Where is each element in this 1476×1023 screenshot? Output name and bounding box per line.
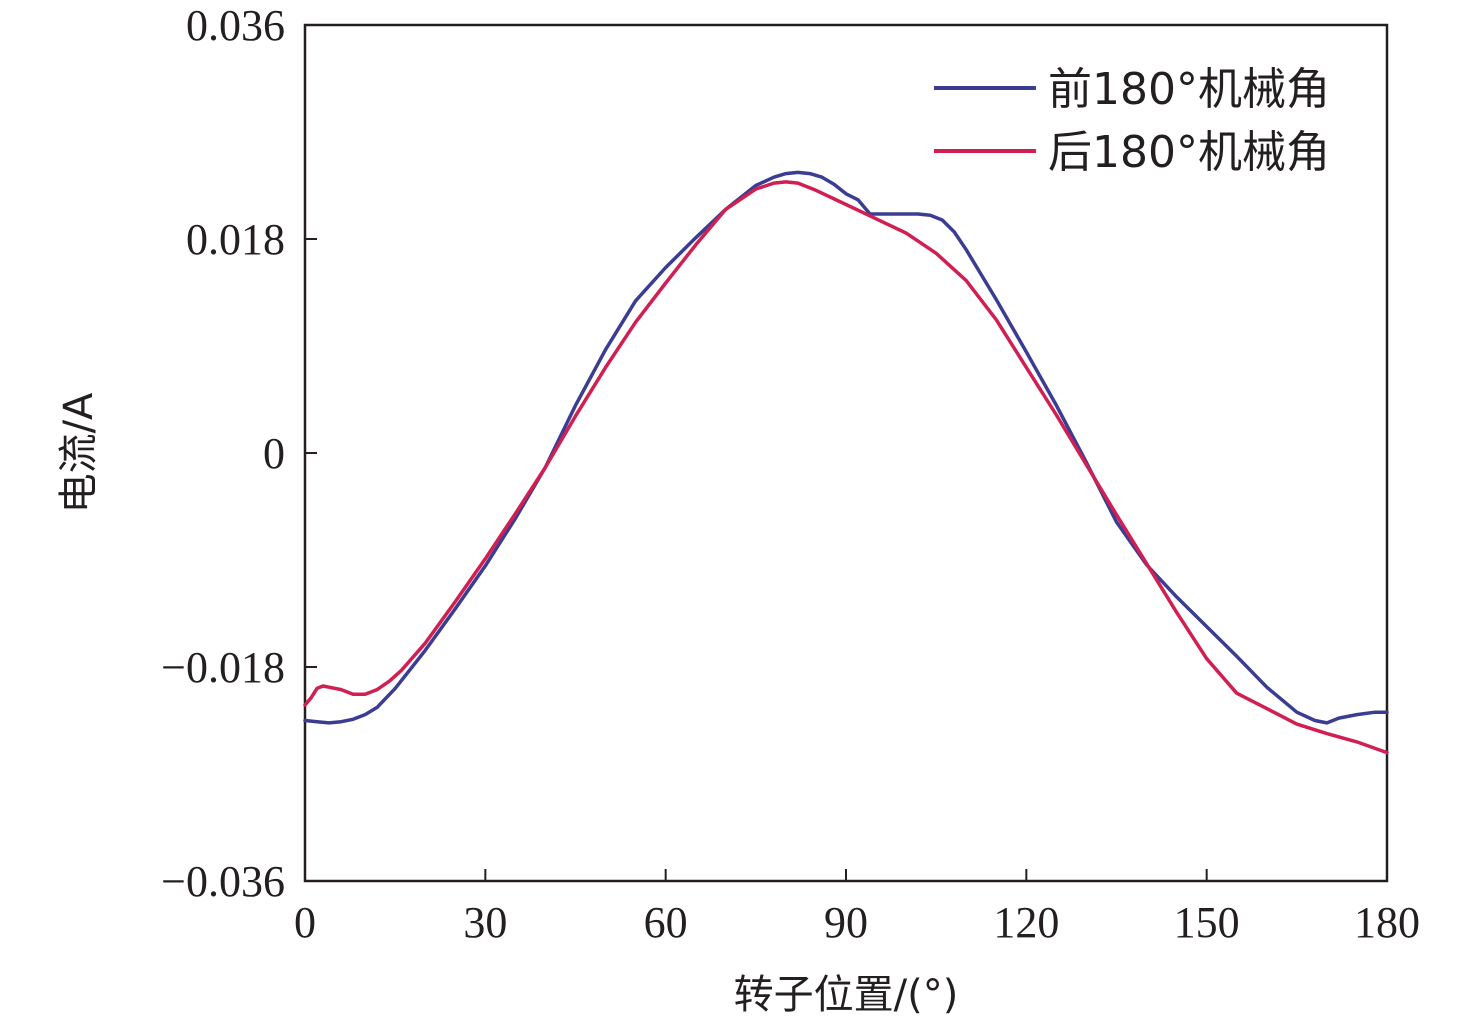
x-tick-label: 0 bbox=[294, 898, 316, 947]
x-tick-label: 90 bbox=[824, 898, 868, 947]
series-layer bbox=[303, 170, 1389, 755]
x-tick-label: 150 bbox=[1174, 898, 1240, 947]
x-tick-label: 180 bbox=[1354, 898, 1420, 947]
y-axis: 0.036 0.018 0 −0.018 −0.036 bbox=[161, 1, 317, 906]
x-axis: 0 30 60 90 120 150 180 bbox=[294, 869, 1420, 947]
x-tick-label: 30 bbox=[463, 898, 507, 947]
y-tick-label: −0.036 bbox=[161, 857, 285, 906]
x-tick-label: 120 bbox=[993, 898, 1059, 947]
x-axis-label: 转子位置/(°) bbox=[734, 972, 959, 1018]
x-tick-label: 60 bbox=[644, 898, 688, 947]
y-axis-label: 电流/A bbox=[56, 392, 102, 513]
y-tick-label: 0.036 bbox=[186, 1, 285, 50]
y-tick-label: −0.018 bbox=[161, 643, 285, 692]
y-tick-label: 0 bbox=[263, 429, 285, 478]
series-line-1 bbox=[303, 170, 1389, 725]
series-line-2 bbox=[303, 180, 1389, 755]
y-tick-label: 0.018 bbox=[186, 215, 285, 264]
legend-label-1: 前180°机械角 bbox=[1048, 64, 1330, 115]
legend-label-2: 后180°机械角 bbox=[1048, 127, 1330, 178]
